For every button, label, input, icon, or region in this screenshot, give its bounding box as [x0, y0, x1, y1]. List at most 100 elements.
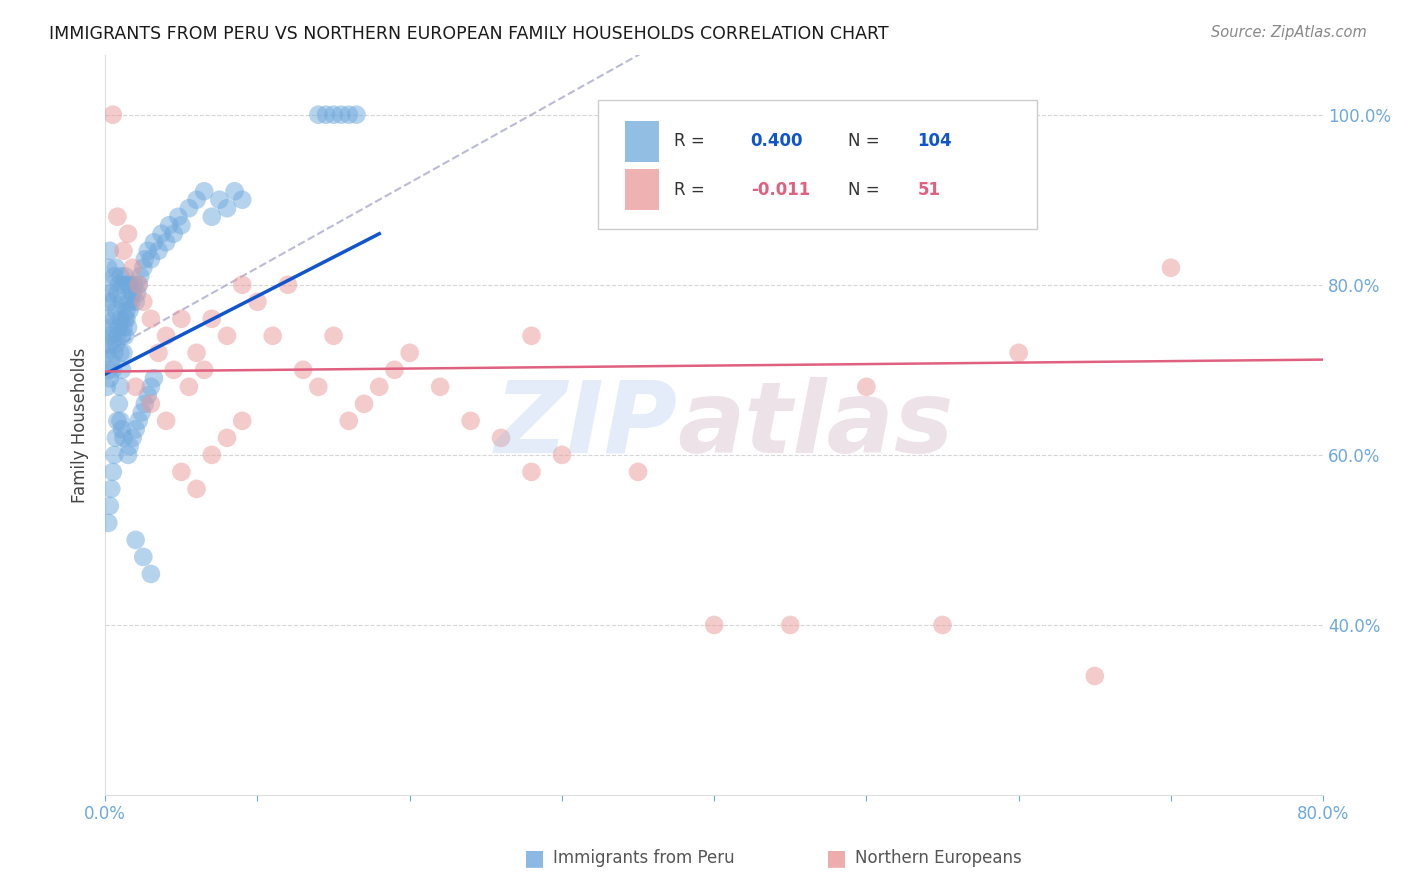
Point [193, 363, 215, 377]
Point [1160, 260, 1182, 275]
Text: Source: ZipAtlas.com: Source: ZipAtlas.com [1211, 25, 1367, 40]
Point [163, 363, 186, 377]
Point [931, 618, 953, 632]
FancyBboxPatch shape [626, 169, 659, 210]
Point [322, 108, 344, 122]
Point [384, 363, 406, 377]
Point [115, 311, 138, 326]
Point [155, 328, 177, 343]
Point [127, 286, 149, 301]
Point [110, 269, 132, 284]
FancyBboxPatch shape [626, 121, 659, 161]
Point [104, 431, 127, 445]
Point [104, 337, 127, 351]
Point [201, 448, 224, 462]
Point [231, 277, 253, 292]
Point [98, 499, 121, 513]
Point [163, 227, 186, 241]
Point [114, 269, 136, 284]
Point [110, 346, 132, 360]
Point [105, 414, 128, 428]
Point [100, 482, 122, 496]
Point [96, 346, 118, 360]
Point [117, 294, 139, 309]
Point [186, 193, 208, 207]
Point [121, 286, 143, 301]
Point [105, 286, 128, 301]
Point [96, 380, 118, 394]
Text: R =: R = [673, 180, 710, 199]
Point [322, 328, 344, 343]
Point [155, 414, 177, 428]
Point [111, 294, 134, 309]
Point [110, 311, 132, 326]
Point [193, 184, 215, 198]
Point [121, 431, 143, 445]
Point [111, 328, 134, 343]
Point [97, 516, 120, 530]
Point [112, 277, 135, 292]
Text: 51: 51 [918, 180, 941, 199]
Point [186, 346, 208, 360]
Point [460, 414, 482, 428]
Point [96, 311, 118, 326]
Point [139, 252, 162, 267]
Point [98, 244, 121, 258]
Y-axis label: Family Households: Family Households [72, 347, 89, 503]
Point [101, 328, 124, 343]
Point [330, 108, 353, 122]
Point [703, 618, 725, 632]
Point [103, 346, 125, 360]
Text: ■: ■ [524, 848, 544, 868]
Point [215, 201, 238, 215]
Point [520, 328, 543, 343]
Point [110, 380, 132, 394]
FancyBboxPatch shape [599, 100, 1038, 229]
Point [398, 346, 420, 360]
Point [1008, 346, 1031, 360]
Point [129, 269, 152, 284]
Point [112, 346, 135, 360]
Point [121, 260, 143, 275]
Point [201, 311, 224, 326]
Point [155, 235, 177, 250]
Point [201, 210, 224, 224]
Point [100, 277, 122, 292]
Point [97, 363, 120, 377]
Point [118, 303, 141, 318]
Point [105, 210, 128, 224]
Point [136, 388, 159, 402]
Point [101, 465, 124, 479]
Point [128, 277, 150, 292]
Point [132, 260, 155, 275]
Point [110, 414, 132, 428]
Point [124, 422, 146, 436]
Text: Northern Europeans: Northern Europeans [855, 849, 1022, 867]
Point [344, 108, 367, 122]
Point [117, 227, 139, 241]
Point [215, 328, 238, 343]
Point [277, 277, 299, 292]
Point [307, 380, 329, 394]
Point [103, 311, 125, 326]
Text: R =: R = [673, 132, 710, 151]
Point [101, 363, 124, 377]
Point [246, 294, 269, 309]
Point [128, 414, 150, 428]
Point [124, 380, 146, 394]
Point [98, 371, 121, 385]
Point [104, 303, 127, 318]
Point [170, 311, 193, 326]
Point [131, 405, 153, 419]
Point [105, 328, 128, 343]
Point [117, 320, 139, 334]
Point [337, 414, 360, 428]
Point [215, 431, 238, 445]
Point [124, 533, 146, 547]
Point [353, 397, 375, 411]
Point [167, 210, 190, 224]
Point [98, 286, 121, 301]
Point [307, 108, 329, 122]
Point [108, 277, 131, 292]
Point [118, 277, 141, 292]
